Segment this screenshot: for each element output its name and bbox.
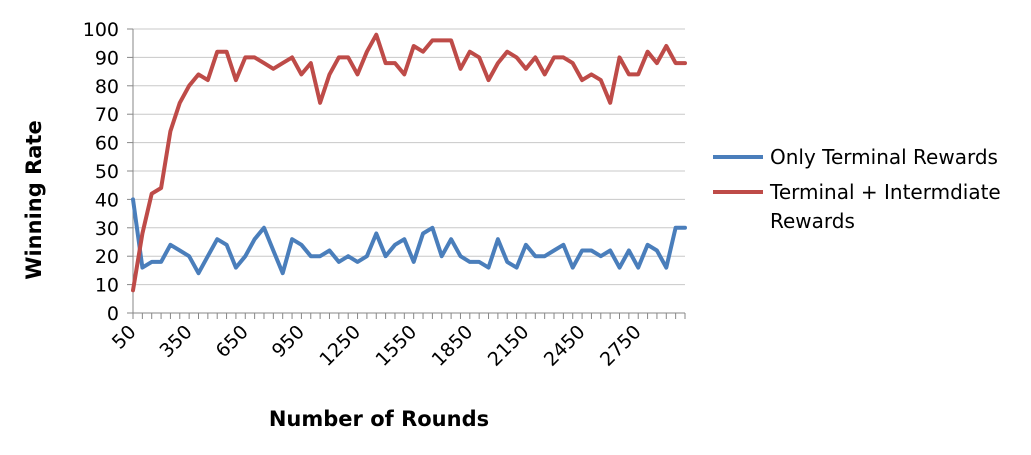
series-line-1 <box>131 197 687 276</box>
y-tick-40: 40 <box>95 189 119 211</box>
x-tick-2150: 2150 <box>484 321 534 371</box>
x-tick-50: 50 <box>108 321 141 354</box>
y-tick-80: 80 <box>95 76 119 98</box>
y-tick-100: 100 <box>83 19 119 41</box>
series-line-2 <box>131 32 687 293</box>
y-tick-70: 70 <box>95 104 119 126</box>
y-tick-30: 30 <box>95 218 119 240</box>
legend-label-1: Only Terminal Rewards <box>770 145 998 169</box>
x-tick-1250: 1250 <box>315 321 365 371</box>
legend: Only Terminal Rewards Terminal + Intermdi… <box>713 145 1001 233</box>
y-tick-60: 60 <box>95 133 119 155</box>
y-axis-title: Winning Rate <box>22 120 46 279</box>
x-tick-650: 650 <box>212 321 253 362</box>
y-tick-0: 0 <box>107 303 119 325</box>
x-tick-2750: 2750 <box>596 321 646 371</box>
y-tick-50: 50 <box>95 161 119 183</box>
legend-label-2: Terminal + Intermdiate Rewards <box>769 180 1001 233</box>
x-tick-2450: 2450 <box>540 321 590 371</box>
x-tick-1850: 1850 <box>428 321 478 371</box>
x-tick-350: 350 <box>155 321 196 362</box>
x-axis-title: Number of Rounds <box>269 407 489 431</box>
x-tick-1550: 1550 <box>371 321 421 371</box>
axes <box>127 28 686 319</box>
y-tick-90: 90 <box>95 47 119 69</box>
y-tick-10: 10 <box>95 275 119 297</box>
x-tick-950: 950 <box>268 321 309 362</box>
series-lines <box>131 32 687 293</box>
y-tick-labels: 0 10 20 30 40 50 60 70 80 90 100 <box>83 19 119 325</box>
x-tick-labels: 50 350 650 950 1250 1550 1850 2150 2450 2750 <box>108 321 646 371</box>
y-tick-20: 20 <box>95 246 119 268</box>
